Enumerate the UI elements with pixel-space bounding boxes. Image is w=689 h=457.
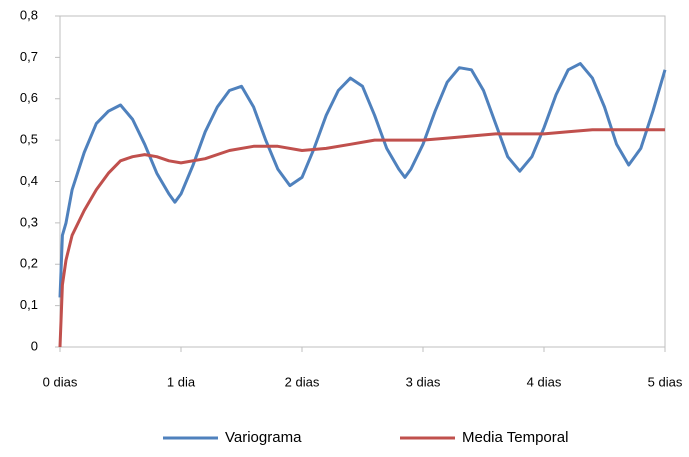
x-tick-label: 3 dias [406, 374, 441, 389]
legend-text: Variograma [225, 429, 302, 446]
x-tick-label: 2 dias [285, 374, 320, 389]
y-tick-label: 0,2 [20, 256, 38, 271]
x-tick-label: 1 dia [167, 374, 196, 389]
x-tick-label: 0 dias [43, 374, 78, 389]
y-tick-label: 0,1 [20, 297, 38, 312]
y-tick-label: 0,7 [20, 49, 38, 64]
y-tick-label: 0 [31, 338, 38, 353]
y-tick-label: 0,6 [20, 90, 38, 105]
y-tick-label: 0,5 [20, 132, 38, 147]
y-tick-label: 0,3 [20, 214, 38, 229]
y-tick-label: 0,8 [20, 7, 38, 22]
legend-text: Media Temporal [462, 429, 568, 446]
y-tick-label: 0,4 [20, 173, 38, 188]
series-line [58, 128, 665, 348]
series-line [58, 62, 667, 298]
x-tick-label: 5 dias [648, 374, 683, 389]
x-tick-label: 4 dias [527, 374, 562, 389]
